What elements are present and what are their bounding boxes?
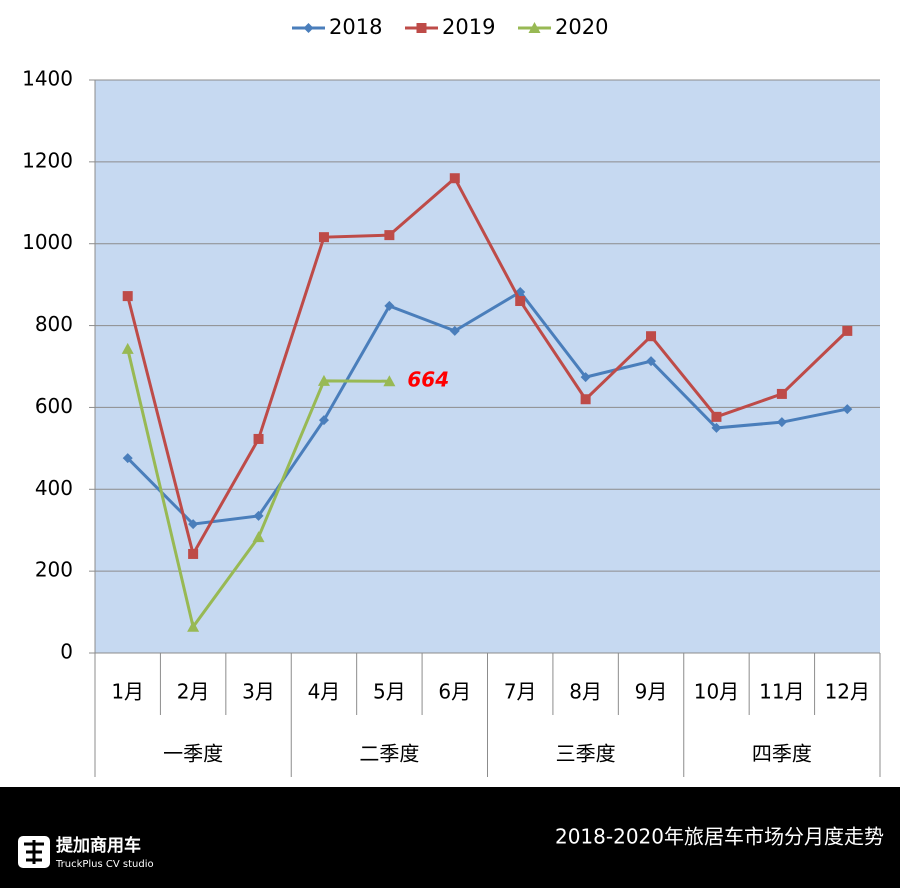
x-tick-label: 10月 [694, 680, 739, 704]
data-point [384, 230, 395, 241]
legend-marker [303, 23, 314, 33]
group-label: 一季度 [163, 742, 223, 766]
data-point [646, 356, 657, 367]
data-point [515, 296, 526, 307]
data-point [253, 510, 264, 521]
y-tick-label: 600 [35, 394, 73, 418]
data-point [252, 531, 265, 543]
data-point [318, 232, 329, 243]
data-point [842, 325, 853, 336]
legend-marker [416, 23, 427, 33]
x-tick-label: 8月 [569, 680, 602, 704]
data-point [317, 374, 330, 386]
group-label: 四季度 [752, 742, 812, 766]
x-tick-label: 11月 [759, 680, 804, 704]
x-tick-label: 4月 [308, 680, 341, 704]
x-tick-label: 3月 [242, 680, 275, 704]
data-point [187, 620, 200, 632]
group-label: 二季度 [359, 742, 419, 766]
series-line [126, 290, 848, 526]
y-tick-label: 0 [60, 640, 73, 664]
legend-label: 2019 [442, 15, 495, 39]
data-label: 664 [407, 368, 449, 392]
data-point [580, 394, 591, 405]
x-tick-label: 2月 [177, 680, 210, 704]
data-point [580, 372, 591, 383]
data-point [122, 453, 133, 464]
x-tick-label: 1月 [111, 680, 144, 704]
data-point [646, 331, 657, 342]
y-tick-label: 1400 [22, 67, 73, 91]
data-point [711, 422, 722, 433]
footer-bar [0, 787, 900, 888]
footer-caption: 2018-2020年旅居车市场分月度走势 [555, 825, 884, 849]
brand-sub: TruckPlus CV studio [55, 859, 154, 870]
data-point [122, 291, 133, 302]
data-point [384, 300, 395, 311]
group-label: 三季度 [556, 742, 616, 766]
data-point [188, 519, 199, 530]
data-point [842, 404, 853, 415]
data-point [383, 375, 396, 387]
x-tick-label: 5月 [373, 680, 406, 704]
brand-logo-glyph [24, 840, 44, 864]
data-point [776, 417, 787, 428]
y-tick-label: 400 [35, 476, 73, 500]
brand-name: 提加商用车 [56, 835, 141, 856]
y-tick-label: 1200 [22, 148, 73, 172]
legend-label: 2020 [555, 15, 608, 39]
y-tick-label: 200 [35, 558, 73, 582]
legend-marker [528, 22, 541, 33]
x-tick-label: 6月 [438, 680, 471, 704]
series-line [126, 175, 849, 558]
data-point [318, 415, 329, 426]
data-point [449, 173, 460, 184]
plot-area [95, 80, 880, 653]
x-tick-label: 7月 [504, 680, 537, 704]
x-tick-label: 12月 [825, 680, 870, 704]
x-tick-label: 9月 [635, 680, 668, 704]
legend-label: 2018 [329, 15, 382, 39]
data-point [776, 388, 787, 399]
y-tick-label: 1000 [22, 230, 73, 254]
data-point [121, 342, 134, 354]
data-point [188, 548, 199, 559]
data-point [449, 325, 460, 336]
data-point [253, 433, 264, 444]
data-point [711, 411, 722, 422]
y-tick-label: 800 [35, 312, 73, 336]
